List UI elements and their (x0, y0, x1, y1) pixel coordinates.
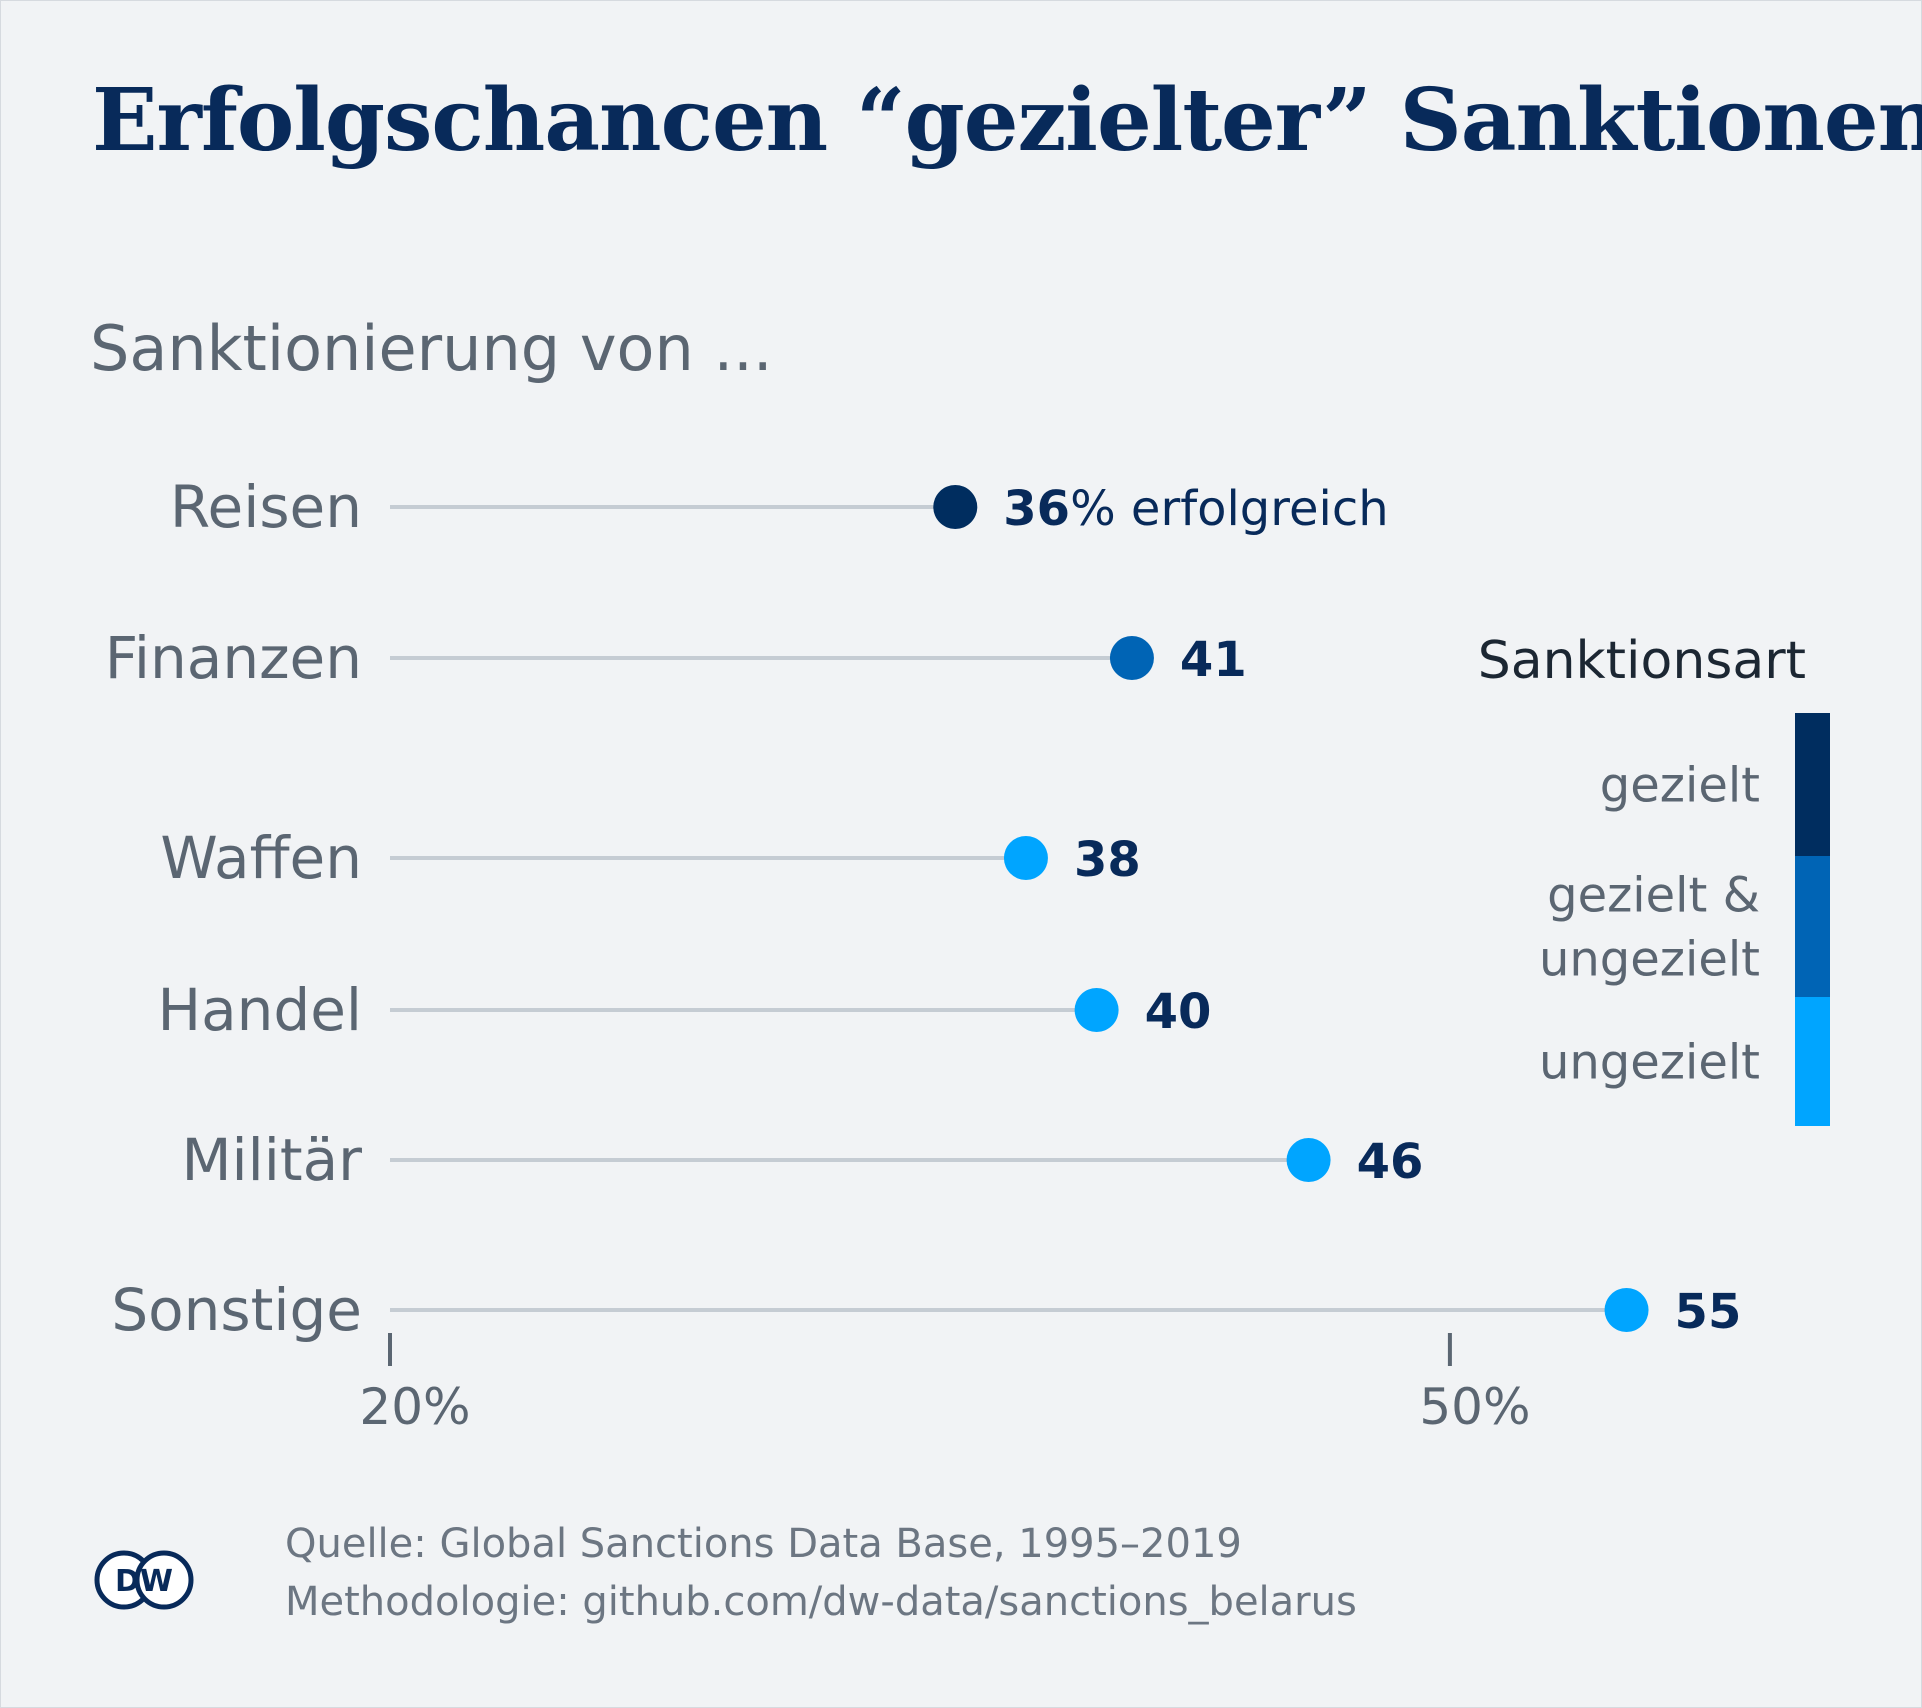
lollipop-dot (1286, 1138, 1331, 1182)
chart-row: Militär 46 (181, 1126, 1423, 1194)
chart-row: Waffen 38 (160, 824, 1140, 892)
lollipop-dot (1003, 836, 1048, 880)
dw-logo: DW (94, 1550, 194, 1610)
methodology-line: Methodologie: github.com/dw-data/sanctio… (285, 1579, 1357, 1625)
value-number: 55 (1675, 1284, 1742, 1340)
value-number: 38 (1074, 832, 1141, 888)
source-note: Quelle: Global Sanctions Data Base, 1995… (285, 1515, 1357, 1631)
source-line: Quelle: Global Sanctions Data Base, 1995… (285, 1521, 1242, 1567)
category-label: Militär (181, 1126, 362, 1194)
legend: Sanktionsart gezielt gezielt & ungezielt ung… (1478, 631, 1830, 1126)
value-number: 40 (1145, 984, 1212, 1040)
value-label: 55 (1675, 1284, 1742, 1340)
category-label: Finanzen (105, 624, 362, 692)
lollipop-dot (1074, 988, 1119, 1032)
legend-label: ungezielt (1539, 1035, 1760, 1091)
legend-label: gezielt & (1547, 868, 1760, 924)
chart-row: Sonstige 55 (111, 1276, 1741, 1344)
category-label: Waffen (160, 824, 362, 892)
category-label: Reisen (170, 473, 362, 541)
legend-label: gezielt (1600, 758, 1760, 814)
lollipop-dot (1604, 1288, 1649, 1332)
legend-color-swatch (1795, 997, 1830, 1126)
category-label: Sonstige (111, 1276, 362, 1344)
chart-subtitle: Sanktionierung von ... (90, 312, 773, 385)
x-axis: 20% 50% (359, 1333, 1530, 1436)
lollipop-dot (933, 485, 978, 529)
chart-row: Finanzen 41 (105, 624, 1247, 692)
legend-title: Sanktionsart (1478, 631, 1806, 691)
value-suffix: % erfolgreich (1070, 481, 1389, 537)
chart-title: Erfolgschancen “gezielter” Sanktionen (92, 70, 1922, 171)
x-tick-label: 20% (359, 1378, 470, 1436)
chart-row: Reisen 36% erfolgreich (170, 473, 1389, 541)
legend-color-swatch (1795, 856, 1830, 997)
value-label: 38 (1074, 832, 1141, 888)
chart-row: Handel 40 (157, 976, 1211, 1044)
legend-label: ungezielt (1539, 932, 1760, 988)
value-number: 41 (1180, 632, 1247, 688)
value-label: 40 (1145, 984, 1212, 1040)
value-number: 46 (1357, 1134, 1424, 1190)
value-label: 41 (1180, 632, 1247, 688)
category-label: Handel (157, 976, 362, 1044)
value-number: 36 (1003, 481, 1070, 537)
chart-rows: Reisen 36% erfolgreich Finanzen 41 Waffen 38 H… (105, 473, 1742, 1344)
logo-text: DW (115, 1564, 173, 1599)
value-label: 36% erfolgreich (1003, 481, 1388, 537)
value-label: 46 (1357, 1134, 1424, 1190)
lollipop-dot (1109, 636, 1154, 680)
x-tick-label: 50% (1419, 1378, 1530, 1436)
legend-color-swatch (1795, 713, 1830, 856)
